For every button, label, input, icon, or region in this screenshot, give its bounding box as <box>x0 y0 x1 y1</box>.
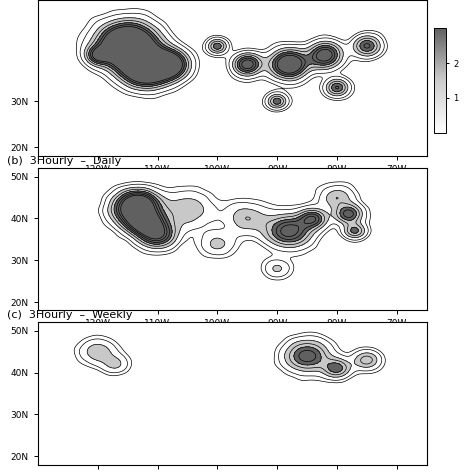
Text: (b)  3Hourly  –  Daily: (b) 3Hourly – Daily <box>7 156 121 166</box>
Text: (c)  3Hourly  –  Weekly: (c) 3Hourly – Weekly <box>7 310 132 320</box>
